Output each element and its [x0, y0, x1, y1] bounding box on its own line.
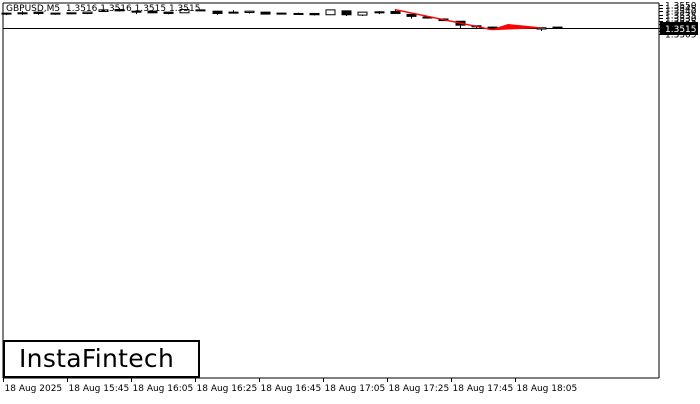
candle [50, 12, 61, 15]
candle [341, 10, 352, 17]
candle-body-bearish [406, 13, 417, 17]
candle-body-bullish [66, 12, 77, 15]
symbol-label: GBPUSD,M5 [6, 4, 61, 14]
x-tick-label: 18 Aug 15:45 [69, 384, 130, 394]
x-tick-label: 18 Aug 16:45 [261, 384, 322, 394]
candle-body-bearish [552, 26, 563, 29]
candle-body-bearish [114, 9, 125, 12]
candle [309, 12, 320, 16]
ohlc-values: 1.3516 1.3516 1.3515 1.3515 [65, 4, 201, 14]
candle [487, 26, 498, 29]
candle [536, 27, 547, 31]
candle [374, 11, 385, 15]
x-tick-label: 18 Aug 17:25 [389, 384, 450, 394]
candle-body-bullish [325, 9, 336, 16]
candle [17, 11, 28, 15]
flagpole-line [394, 8, 493, 31]
x-tick-label: 18 Aug 17:45 [453, 384, 514, 394]
candle [357, 11, 368, 17]
candle [1, 12, 12, 16]
x-tick-label: 18 Aug 16:25 [197, 384, 258, 394]
candle [276, 12, 287, 15]
candle [163, 11, 174, 15]
candle [406, 13, 417, 19]
logo-box: InstaFintech [3, 340, 200, 378]
x-tick-label: 18 Aug 16:05 [133, 384, 194, 394]
candle [260, 11, 271, 15]
y-tick-label: 1.3535 [665, 12, 697, 22]
candle [131, 10, 142, 15]
candle-body-bearish [309, 12, 320, 16]
current-price-badge [660, 22, 698, 35]
symbol-header: GBPUSD,M5 1.3516 1.3516 1.3515 1.3515 [6, 4, 200, 14]
candle [293, 12, 304, 15]
current-price-label: 1.3515 [665, 25, 697, 35]
candle-body-bearish [17, 12, 28, 15]
candle-body-bullish [536, 27, 547, 30]
candle [244, 10, 255, 14]
candle-body-bullish [228, 11, 239, 14]
x-tick-label: 18 Aug 18:05 [517, 384, 578, 394]
candle [552, 26, 563, 29]
y-tick-label: 1.3530 [665, 15, 697, 25]
candle [179, 9, 190, 14]
candle-body-bullish [82, 11, 93, 14]
y-axis: 1.35501.35451.35401.35351.35301.35251.35… [659, 2, 698, 41]
candle-body-bearish [374, 11, 385, 14]
candle-body-bullish [357, 11, 368, 16]
y-tick-label: 1.3505 [665, 31, 697, 41]
candle [195, 9, 206, 12]
y-tick-label: 1.3545 [665, 5, 697, 15]
candle [325, 9, 336, 16]
candle-body-bearish [163, 11, 174, 14]
x-tick-label: 18 Aug 17:05 [325, 384, 386, 394]
candle-body-bearish [50, 12, 61, 15]
candle [82, 11, 93, 15]
candle-body-bearish [293, 12, 304, 15]
plot-frame [2, 2, 660, 379]
candle-body-bearish [341, 10, 352, 16]
candle [66, 12, 77, 15]
pennant-triangle [491, 23, 541, 31]
candle-body-bearish [390, 11, 401, 14]
candle-body-bullish [276, 12, 287, 15]
candle [114, 8, 125, 12]
candle-body-bullish [98, 9, 109, 12]
candle-body-bullish [244, 10, 255, 13]
candle-body-bearish [131, 10, 142, 13]
candle-body-bearish [260, 11, 271, 15]
candle-body-bearish [212, 10, 223, 14]
candle [98, 9, 109, 12]
candle-body-bearish [1, 12, 12, 15]
candle-body-bearish [147, 10, 158, 14]
candle-body-bullish [179, 9, 190, 14]
candle [33, 11, 44, 15]
candle [212, 10, 223, 15]
logo-text: InstaFintech [19, 344, 175, 373]
x-tick-label: 18 Aug 2025 [5, 384, 63, 394]
candle-body-bearish [195, 9, 206, 12]
y-tick-label: 1.3540 [665, 8, 697, 18]
x-axis: 18 Aug 2025 18 Aug 15:45 18 Aug 16:05 18 Au… [3, 378, 578, 394]
candle-body-bearish [33, 11, 44, 14]
candle [147, 10, 158, 14]
y-tick-label: 1.3550 [665, 2, 697, 12]
candle-body-bearish [487, 26, 498, 29]
pennant-pattern [394, 8, 541, 31]
candle [228, 10, 239, 14]
